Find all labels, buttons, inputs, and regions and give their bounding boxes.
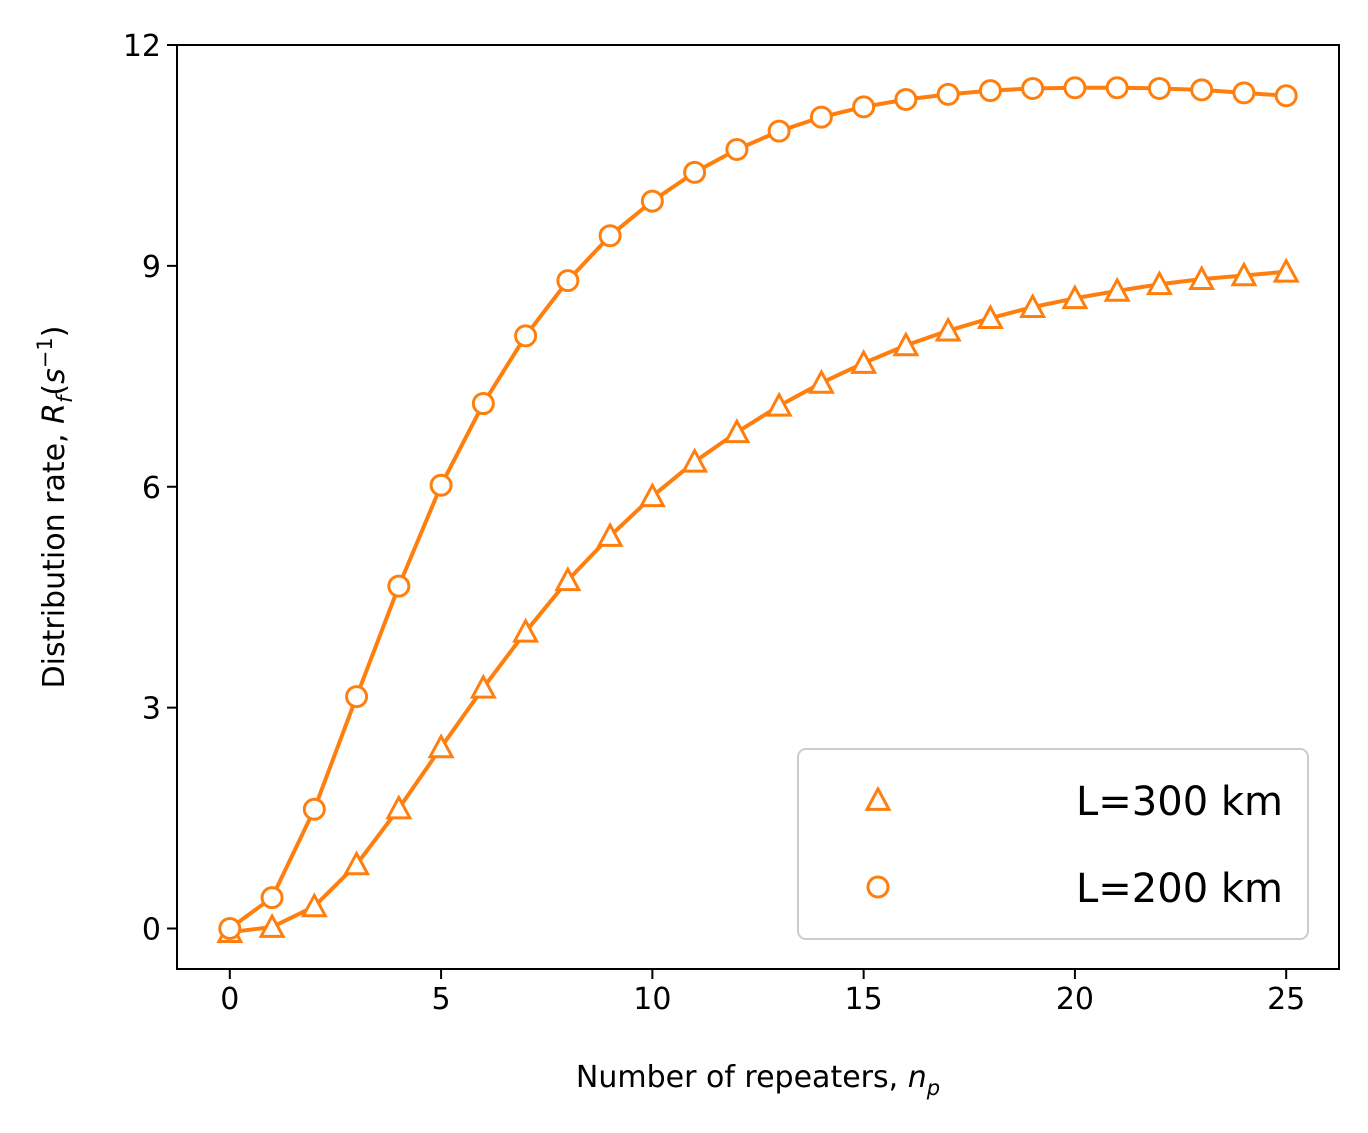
data-point xyxy=(596,521,624,547)
legend-item: L=200 km xyxy=(866,866,1283,912)
data-point xyxy=(978,79,1002,103)
data-point xyxy=(850,348,878,374)
y-axis-label: Distribution rate, Rf(s−1) xyxy=(33,326,77,689)
data-point xyxy=(554,566,582,592)
data-point xyxy=(894,87,918,111)
data-point xyxy=(934,316,962,342)
x-tick-label: 10 xyxy=(633,982,671,1017)
data-point xyxy=(598,224,622,248)
ticks: 0 5 10 15 20 25 0 3 6 9 12 xyxy=(123,29,1305,1017)
data-point xyxy=(1063,76,1087,100)
data-point xyxy=(1103,276,1131,302)
data-point xyxy=(1274,84,1298,108)
data-point xyxy=(1019,292,1047,318)
data-point xyxy=(1147,76,1171,100)
y-tick-label: 9 xyxy=(142,250,161,285)
data-point xyxy=(1061,284,1089,310)
data-point xyxy=(1230,261,1258,287)
data-point xyxy=(260,886,284,910)
data-point xyxy=(512,617,540,643)
x-axis-label: Number of repeaters, np xyxy=(576,1060,940,1100)
data-point xyxy=(852,95,876,119)
data-point xyxy=(638,482,666,508)
data-point xyxy=(300,892,328,918)
legend-marker xyxy=(866,875,890,899)
data-point xyxy=(1272,257,1300,283)
data-point xyxy=(1105,76,1129,100)
x-tick-label: 0 xyxy=(220,982,239,1017)
y-tick-label: 0 xyxy=(142,913,161,948)
data-point xyxy=(218,917,242,941)
legend-marker xyxy=(864,785,892,811)
data-point xyxy=(429,473,453,497)
data-point xyxy=(343,850,371,876)
data-point xyxy=(258,912,286,938)
data-point xyxy=(1188,264,1216,290)
data-point xyxy=(1232,81,1256,105)
data-point xyxy=(640,189,664,213)
data-point xyxy=(1145,270,1173,296)
data-point xyxy=(471,392,495,416)
legend-label: L=300 km xyxy=(1076,779,1283,825)
legend-items: L=300 km L=200 km xyxy=(864,779,1283,912)
data-point xyxy=(807,368,835,394)
legend-item: L=300 km xyxy=(864,779,1283,825)
data-point xyxy=(345,685,369,709)
series-layer xyxy=(216,76,1300,944)
data-point xyxy=(809,105,833,129)
y-tick-label: 3 xyxy=(142,692,161,727)
data-point xyxy=(723,418,751,444)
data-point xyxy=(892,331,920,357)
data-point xyxy=(976,303,1004,330)
data-point xyxy=(765,391,793,417)
data-point xyxy=(767,119,791,143)
data-point xyxy=(427,733,455,759)
data-point xyxy=(681,447,709,473)
y-tick-label: 6 xyxy=(142,471,161,506)
data-point xyxy=(514,324,538,348)
data-point xyxy=(1190,78,1214,102)
legend: L=300 km L=200 km xyxy=(797,748,1309,940)
y-tick-label: 12 xyxy=(123,29,161,64)
legend-label: L=200 km xyxy=(1076,866,1283,912)
data-point xyxy=(936,82,960,106)
series-circle xyxy=(218,76,1298,941)
data-point xyxy=(302,797,326,821)
data-point xyxy=(469,673,497,699)
data-point xyxy=(1021,76,1045,100)
x-tick-label: 25 xyxy=(1267,982,1305,1017)
x-tick-label: 20 xyxy=(1056,982,1094,1017)
plot-frame xyxy=(176,44,1340,970)
data-point xyxy=(683,160,707,184)
data-point xyxy=(387,574,411,598)
x-tick-label: 15 xyxy=(845,982,883,1017)
data-point xyxy=(556,269,580,293)
data-point xyxy=(725,138,749,162)
data-point xyxy=(385,794,413,820)
legend-box xyxy=(797,748,1309,940)
x-tick-label: 5 xyxy=(432,982,451,1017)
